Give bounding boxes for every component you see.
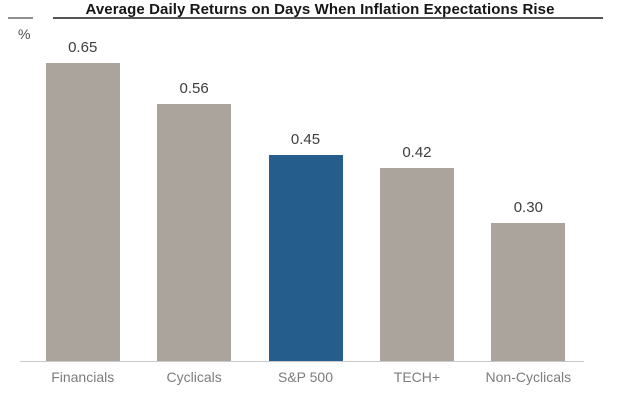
x-axis-label-s-p-500: S&P 500	[278, 369, 334, 385]
x-axis-label-non-cyclicals: Non-Cyclicals	[485, 369, 572, 385]
y-axis-unit-label: %	[18, 26, 31, 42]
bar-slot-tech: 0.42	[361, 40, 472, 361]
bar-cyclicals	[157, 104, 232, 361]
top-left-rule	[8, 17, 33, 19]
bar-value-label-cyclicals: 0.56	[179, 80, 209, 97]
bar-value-label-non-cyclicals: 0.30	[513, 199, 543, 216]
bar-tech	[379, 168, 454, 361]
bar-s-p-500	[268, 155, 343, 361]
x-axis-line	[20, 361, 584, 362]
bar-slot-s-p-500: 0.45	[250, 40, 361, 361]
x-axis-label-financials: Financials	[51, 369, 115, 385]
bar-value-label-tech: 0.42	[402, 144, 432, 161]
bar-value-label-s-p-500: 0.45	[290, 131, 321, 148]
bar-value-label-financials: 0.65	[68, 39, 98, 56]
plot-area: 0.65 0.56 0.45 0.42 0.30	[27, 40, 584, 361]
bar-slot-non-cyclicals: 0.30	[473, 40, 584, 361]
x-axis-label-tech: TECH+	[393, 369, 441, 385]
chart-title: Average Daily Returns on Days When Infla…	[85, 1, 555, 18]
bar-non-cyclicals	[491, 223, 566, 361]
bar-financials	[45, 63, 120, 361]
title-underline	[53, 17, 603, 19]
bar-slot-cyclicals: 0.56	[138, 40, 249, 361]
bar-slot-financials: 0.65	[27, 40, 138, 361]
x-axis-label-cyclicals: Cyclicals	[166, 369, 222, 385]
x-axis-labels: Financials Cyclicals S&P 500 TECH+ Non-Cycli…	[27, 369, 584, 385]
